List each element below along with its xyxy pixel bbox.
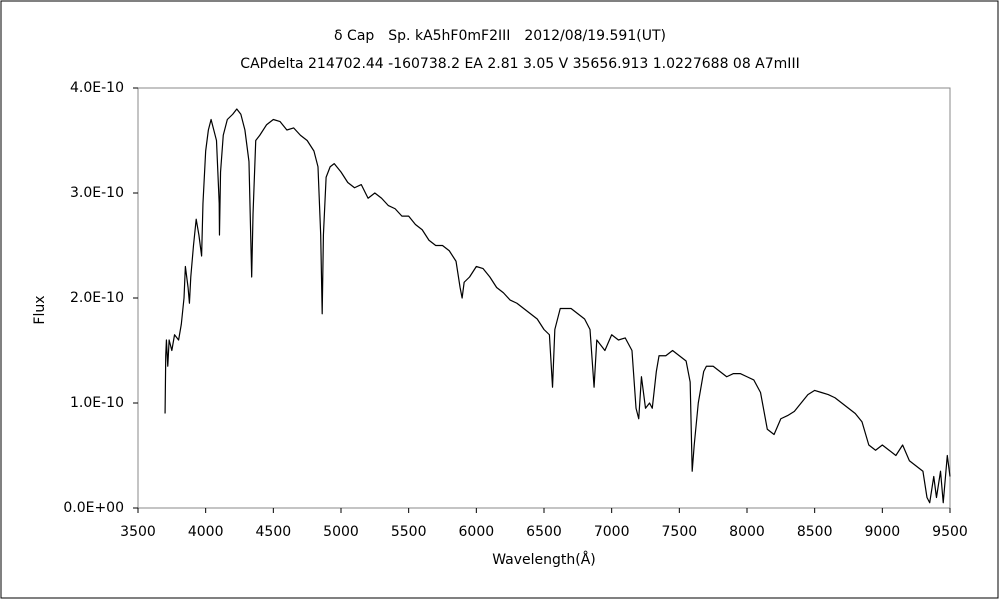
x-tick-label: 4000 <box>188 524 224 540</box>
spectrum-line <box>164 108 951 504</box>
x-tick-label: 5000 <box>323 524 359 540</box>
y-tick-label: 3.0E-10 <box>70 185 124 201</box>
y-axis-label: Flux <box>32 295 48 324</box>
x-tick-label: 4500 <box>256 524 292 540</box>
chart-subtitle: CAPdelta 214702.44 -160738.2 EA 2.81 3.0… <box>240 56 799 72</box>
x-tick-label: 6000 <box>459 524 495 540</box>
x-tick-label: 8000 <box>729 524 765 540</box>
x-axis-label: Wavelength(Å) <box>492 551 596 568</box>
y-tick-label: 1.0E-10 <box>70 395 124 411</box>
x-tick-label: 6500 <box>526 524 562 540</box>
y-tick-label: 2.0E-10 <box>70 290 124 306</box>
x-tick-label: 7000 <box>594 524 630 540</box>
x-tick-label: 9500 <box>932 524 968 540</box>
y-tick-label: 0.0E+00 <box>63 500 124 516</box>
x-tick-label: 5500 <box>391 524 427 540</box>
x-tick-label: 7500 <box>662 524 698 540</box>
y-tick-label: 4.0E-10 <box>70 80 124 96</box>
chart-title: δ Cap Sp. kA5hF0mF2III 2012/08/19.591(UT… <box>334 28 666 44</box>
x-tick-label: 8500 <box>797 524 833 540</box>
x-tick-label: 3500 <box>120 524 156 540</box>
plot-area <box>137 87 951 509</box>
x-tick-label: 9000 <box>865 524 901 540</box>
